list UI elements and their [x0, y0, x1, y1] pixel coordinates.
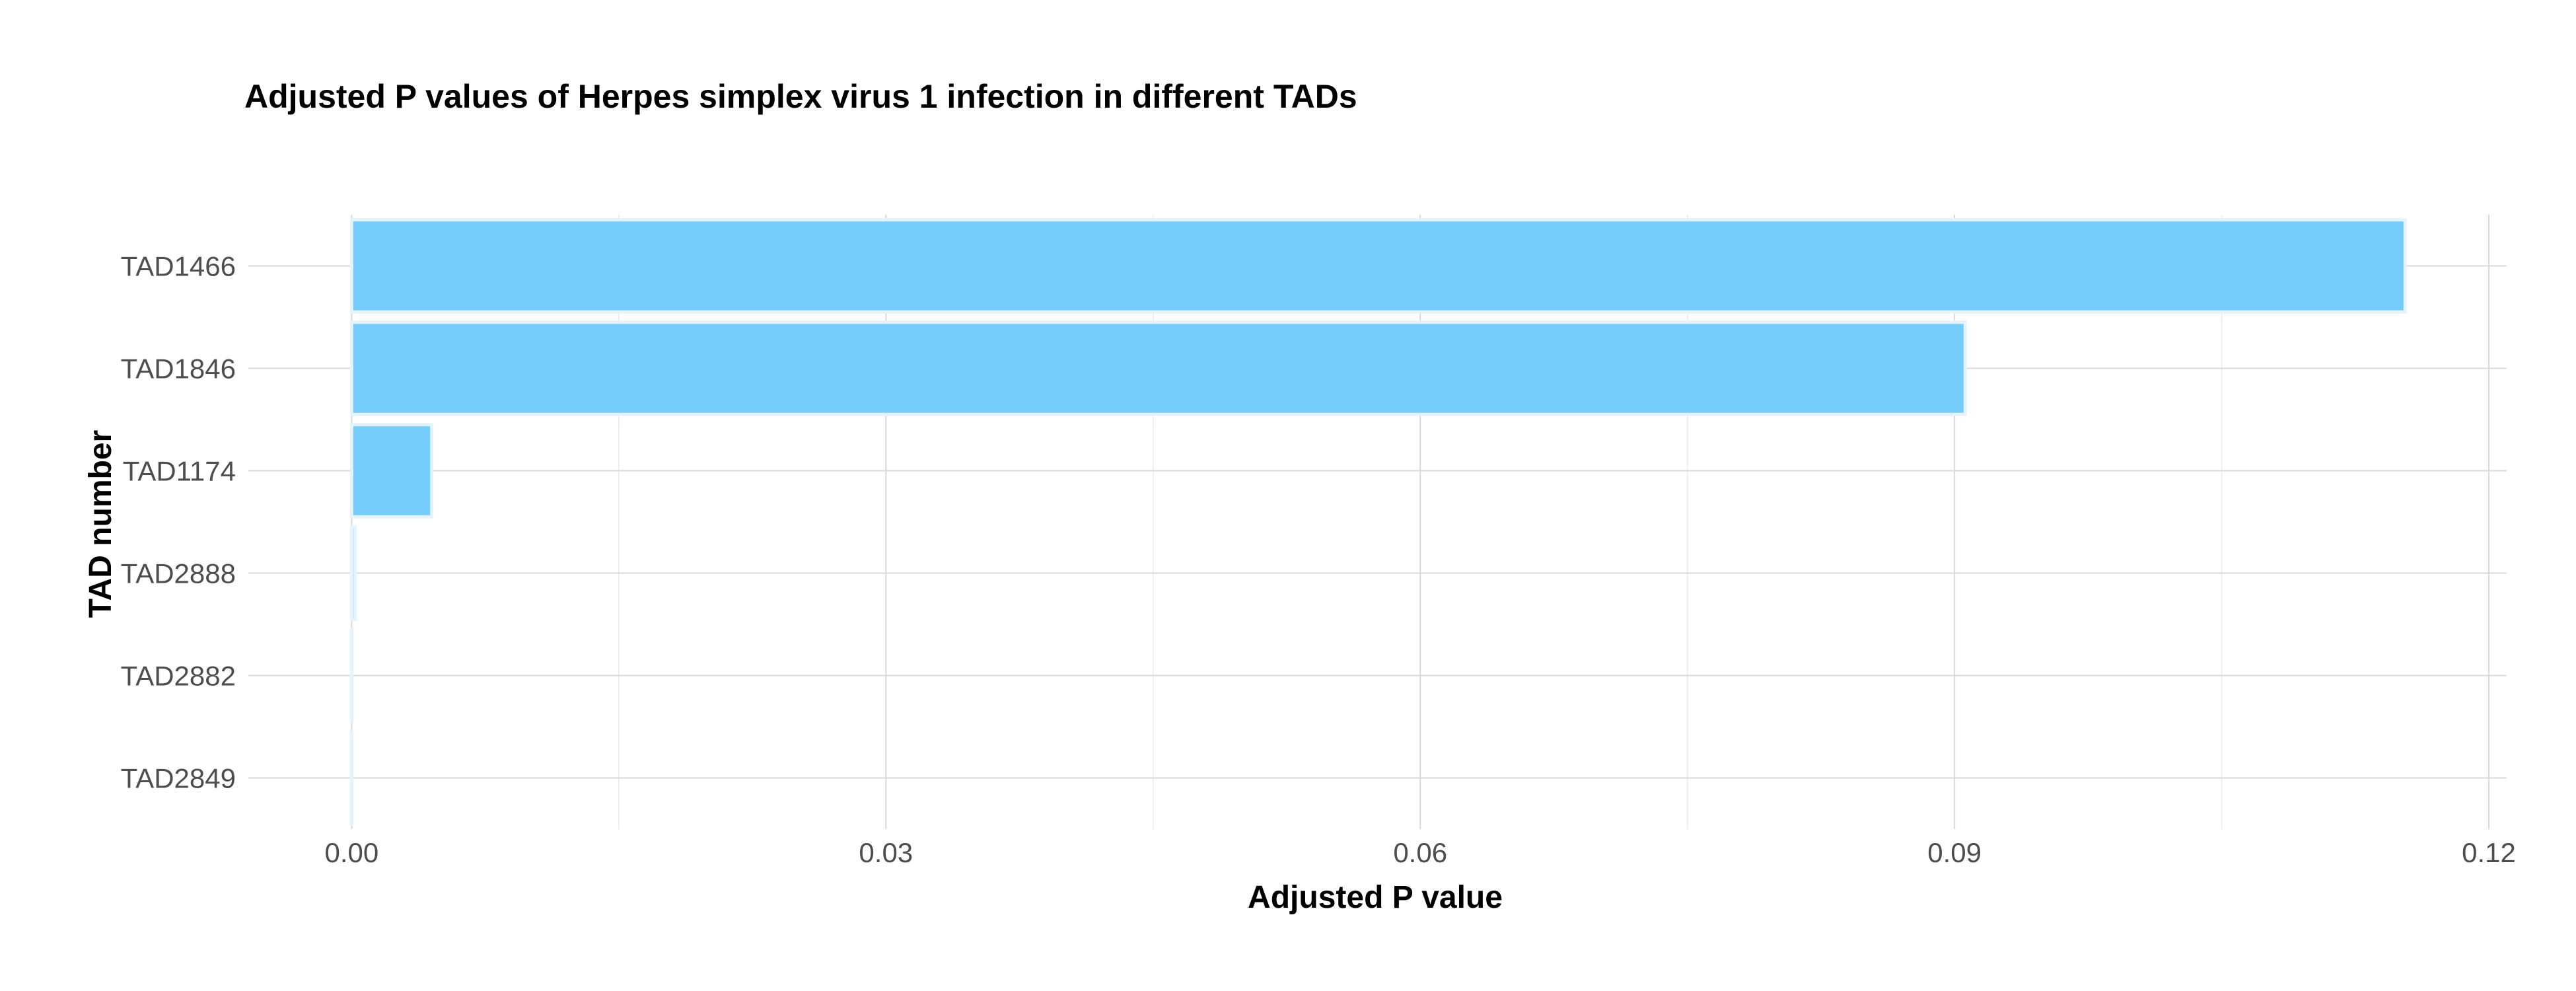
- y-tick-label: TAD1846: [121, 353, 236, 385]
- x-tick-label: 0.03: [859, 837, 913, 868]
- y-tick-label: TAD1466: [121, 251, 236, 282]
- chart-title: Adjusted P values of Herpes simplex viru…: [244, 78, 1357, 115]
- bar-tad1174: [349, 423, 434, 519]
- bar-tad1466: [349, 218, 2407, 314]
- x-tick-label: 0.06: [1393, 837, 1447, 868]
- bars: [349, 218, 2407, 826]
- y-axis-title: TAD number: [83, 430, 118, 618]
- x-tick-label: 0.12: [2462, 837, 2516, 868]
- minor-gridlines: [618, 215, 2223, 829]
- x-tick-labels: 0.00 0.03 0.06 0.09 0.12: [325, 837, 2516, 868]
- bar-tad1846: [349, 320, 1967, 416]
- x-axis-title: Adjusted P value: [1248, 880, 1503, 915]
- y-tick-label: TAD2849: [121, 763, 236, 794]
- y-tick-label: TAD2888: [121, 558, 236, 589]
- y-tick-label: TAD1174: [123, 456, 236, 487]
- bar-tad2888: [349, 525, 357, 621]
- x-tick-label: 0.00: [325, 837, 379, 868]
- x-tick-label: 0.09: [1927, 837, 1982, 868]
- y-tick-labels: TAD1466 TAD1846 TAD1174 TAD2888 TAD2882 TAD28…: [121, 251, 236, 794]
- y-tick-label: TAD2882: [121, 661, 236, 692]
